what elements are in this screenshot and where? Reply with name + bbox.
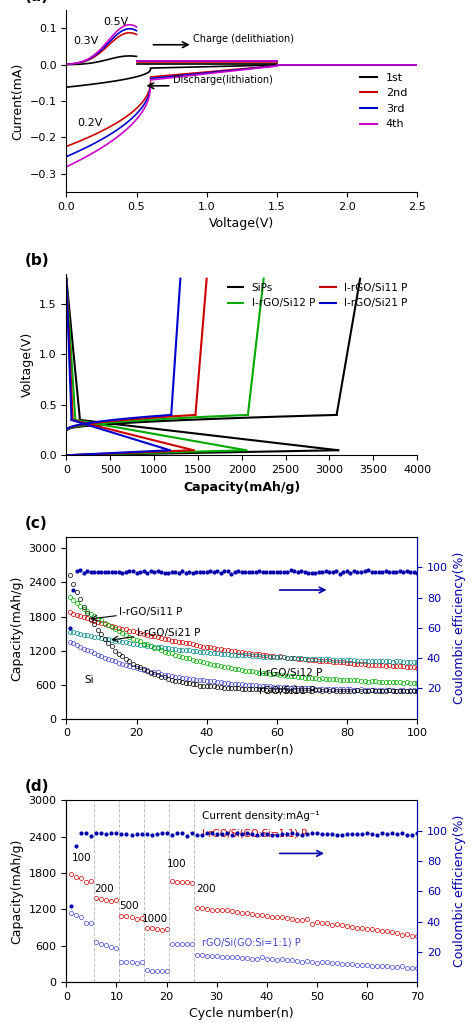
Text: 0.5V: 0.5V — [103, 17, 128, 28]
Text: (d): (d) — [24, 780, 49, 794]
Y-axis label: Current(mA): Current(mA) — [11, 62, 24, 140]
Y-axis label: Capacity(mAh/g): Capacity(mAh/g) — [10, 839, 23, 944]
Text: Current density:mAg⁻¹: Current density:mAg⁻¹ — [201, 810, 319, 820]
Text: 100: 100 — [166, 859, 186, 869]
Text: I-rGO/Si21 P: I-rGO/Si21 P — [137, 628, 200, 638]
X-axis label: Cycle number(n): Cycle number(n) — [190, 1008, 294, 1020]
Text: (c): (c) — [24, 516, 47, 531]
Text: Si: Si — [84, 675, 93, 685]
Legend: SiPs, I-rGO/Si12 P, I-rGO/Si11 P, I-rGO/Si21 P: SiPs, I-rGO/Si12 P, I-rGO/Si11 P, I-rGO/… — [224, 279, 412, 312]
Text: 200: 200 — [94, 885, 114, 894]
Text: rGO/Si(GO:Si=1:1) P: rGO/Si(GO:Si=1:1) P — [201, 938, 301, 947]
Text: Discharge(lithiation): Discharge(lithiation) — [173, 75, 273, 85]
Text: I-rGO/Si11 P: I-rGO/Si11 P — [119, 608, 182, 617]
Text: 500: 500 — [119, 901, 138, 911]
X-axis label: Voltage(V): Voltage(V) — [209, 217, 274, 230]
Text: 200: 200 — [197, 885, 216, 894]
Y-axis label: Coulombic efficiency(%): Coulombic efficiency(%) — [454, 551, 466, 704]
Y-axis label: Voltage(V): Voltage(V) — [20, 331, 34, 397]
Text: 0.3V: 0.3V — [73, 36, 99, 46]
Text: (a): (a) — [24, 0, 48, 4]
Text: (b): (b) — [24, 253, 49, 268]
Text: 0.2V: 0.2V — [78, 119, 103, 129]
Y-axis label: Coulombic efficiency(%): Coulombic efficiency(%) — [454, 815, 466, 968]
Text: I-rGO/Si(GO:Si=1:1) P: I-rGO/Si(GO:Si=1:1) P — [201, 829, 307, 839]
Text: Charge (delithiation): Charge (delithiation) — [192, 34, 293, 44]
Text: I-rGO/Si12 P: I-rGO/Si12 P — [259, 668, 323, 678]
Y-axis label: Capacity(mAh/g): Capacity(mAh/g) — [10, 575, 23, 680]
X-axis label: Cycle number(n): Cycle number(n) — [190, 744, 294, 757]
Legend: 1st, 2nd, 3rd, 4th: 1st, 2nd, 3rd, 4th — [356, 69, 411, 134]
X-axis label: Capacity(mAh/g): Capacity(mAh/g) — [183, 481, 301, 493]
Text: rGO/Si11 P: rGO/Si11 P — [259, 686, 316, 697]
Text: 1000: 1000 — [142, 914, 168, 924]
Text: 100: 100 — [72, 853, 91, 863]
